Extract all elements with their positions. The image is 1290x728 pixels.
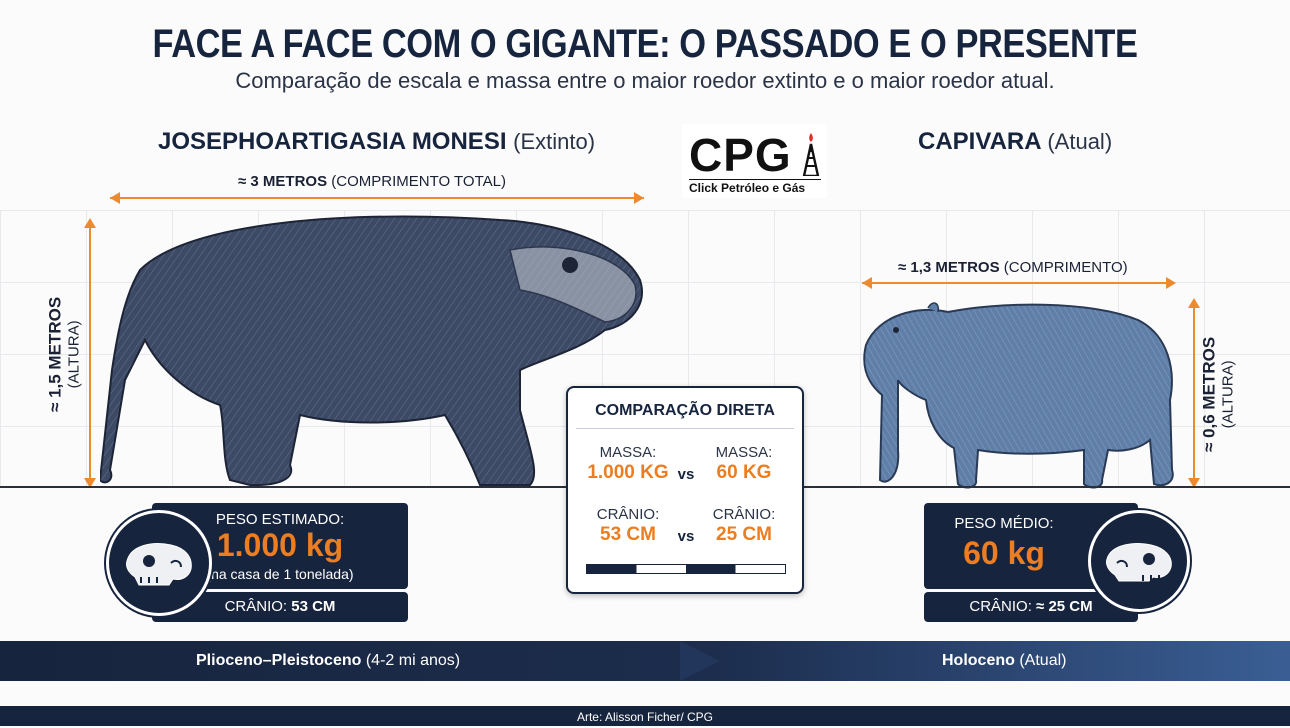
extinct-weight-note: (na casa de 1 tonelada) — [206, 566, 354, 582]
current-length-arrowheads — [862, 277, 1176, 289]
extinct-height-label: ≈ 1,5 METROS (ALTURA) — [46, 284, 83, 424]
timeline-left: Plioceno–Pleistoceno (4-2 mi anos) — [196, 652, 460, 670]
extinct-length-arrowheads — [110, 192, 644, 204]
extinct-weight-label: PESO ESTIMADO: — [215, 511, 345, 528]
comparison-skull-right: 25 CM — [716, 524, 772, 545]
current-height-note: (ALTURA) — [1219, 360, 1237, 429]
comparison-mass-left: 1.000 KG — [587, 462, 669, 483]
extinct-species-title: JOSEPHOARTIGASIA MONESI (Extinto) — [158, 128, 595, 156]
josephoartigasia-illustration — [100, 215, 643, 487]
timeline-right-era: Holoceno — [942, 652, 1015, 669]
timeline-left-era: Plioceno–Pleistoceno — [196, 652, 362, 669]
current-height-value: ≈ 0,6 METROS — [1199, 336, 1219, 452]
comparison-mass-vs: vs — [677, 466, 695, 483]
timeline-bar: Plioceno–Pleistoceno (4-2 mi anos) Holoc… — [0, 641, 1290, 681]
extinct-length-value: ≈ 3 METROS — [238, 173, 328, 190]
comparison-title: COMPARAÇÃO DIRETA — [595, 402, 775, 419]
footer-credit: Arte: Alisson Ficher/ CPG — [0, 706, 1290, 726]
current-height-label: ≈ 0,6 METROS (ALTURA) — [1200, 324, 1237, 464]
capybara-illustration — [863, 302, 1174, 489]
extinct-height-arrow — [89, 220, 91, 486]
timeline-right: Holoceno (Atual) — [942, 652, 1066, 670]
scale-bar — [586, 564, 786, 574]
current-weight-label: PESO MÉDIO: — [954, 515, 1054, 532]
extinct-length-arrow — [110, 197, 644, 199]
comparison-skull-label-left: CRÂNIO: — [596, 506, 660, 523]
timeline-arrow — [680, 641, 720, 681]
extinct-length-label: ≈ 3 METROS (COMPRIMENTO TOTAL) — [238, 173, 506, 190]
page-title: FACE A FACE COM O GIGANTE: O PASSADO E O… — [152, 22, 1138, 66]
extinct-height-arrowheads — [84, 218, 96, 488]
oil-rig-icon — [802, 133, 820, 176]
current-length-value: ≈ 1,3 METROS — [898, 259, 1000, 276]
current-skull-badge — [1088, 510, 1190, 612]
logo-rule — [689, 179, 821, 180]
comparison-skull-vs: vs — [677, 528, 695, 545]
current-weight-value: 60 kg — [963, 535, 1045, 571]
timeline-right-range: (Atual) — [1019, 652, 1067, 669]
current-length-note: (COMPRIMENTO) — [1003, 259, 1128, 276]
direct-comparison-box: COMPARAÇÃO DIRETA MASSA: MASSA: 1.000 KG… — [566, 386, 804, 594]
extinct-weight-value: 1.000 kg — [216, 527, 344, 563]
extinct-height-note: (ALTURA) — [65, 320, 83, 389]
skull-icon — [126, 543, 192, 586]
comparison-skull-left: 53 CM — [600, 524, 656, 545]
comparison-mass-label-right: MASSA: — [715, 444, 773, 461]
current-length-arrow — [862, 282, 1174, 284]
timeline-left-range: (4-2 mi anos) — [365, 652, 461, 669]
comparison-skull-label-right: CRÂNIO: — [712, 506, 776, 523]
extinct-skull-label: CRÂNIO: — [224, 598, 288, 615]
extinct-height-value: ≈ 1,5 METROS — [45, 296, 65, 412]
current-species-title: CAPIVARA (Atual) — [918, 128, 1112, 156]
comparison-divider — [576, 428, 794, 429]
flame-icon — [809, 133, 813, 142]
cpg-logo: CPG Click Petróleo e Gás — [682, 124, 827, 198]
extinct-qualifier: (Extinto) — [513, 129, 596, 154]
current-skull-label: CRÂNIO: — [969, 598, 1032, 615]
extinct-length-note: (COMPRIMENTO TOTAL) — [331, 173, 506, 190]
page-subtitle: Comparação de escala e massa entre o mai… — [235, 68, 1055, 93]
comparison-mass-label-left: MASSA: — [599, 444, 657, 461]
current-height-arrow — [1193, 300, 1195, 486]
logo-tagline: Click Petróleo e Gás — [689, 181, 806, 195]
skull-icon — [1106, 543, 1172, 582]
comparison-mass-right: 60 KG — [716, 462, 772, 483]
current-height-arrowheads — [1188, 298, 1200, 488]
current-length-label: ≈ 1,3 METROS (COMPRIMENTO) — [898, 259, 1128, 276]
current-skull-value: ≈ 25 CM — [1036, 598, 1093, 615]
current-name: CAPIVARA — [918, 128, 1041, 155]
current-qualifier: (Atual) — [1047, 129, 1113, 154]
extinct-name: JOSEPHOARTIGASIA MONESI — [158, 128, 507, 155]
extinct-skull-badge — [106, 510, 212, 616]
logo-text: CPG — [689, 129, 792, 181]
extinct-skull-value: 53 CM — [291, 598, 336, 615]
